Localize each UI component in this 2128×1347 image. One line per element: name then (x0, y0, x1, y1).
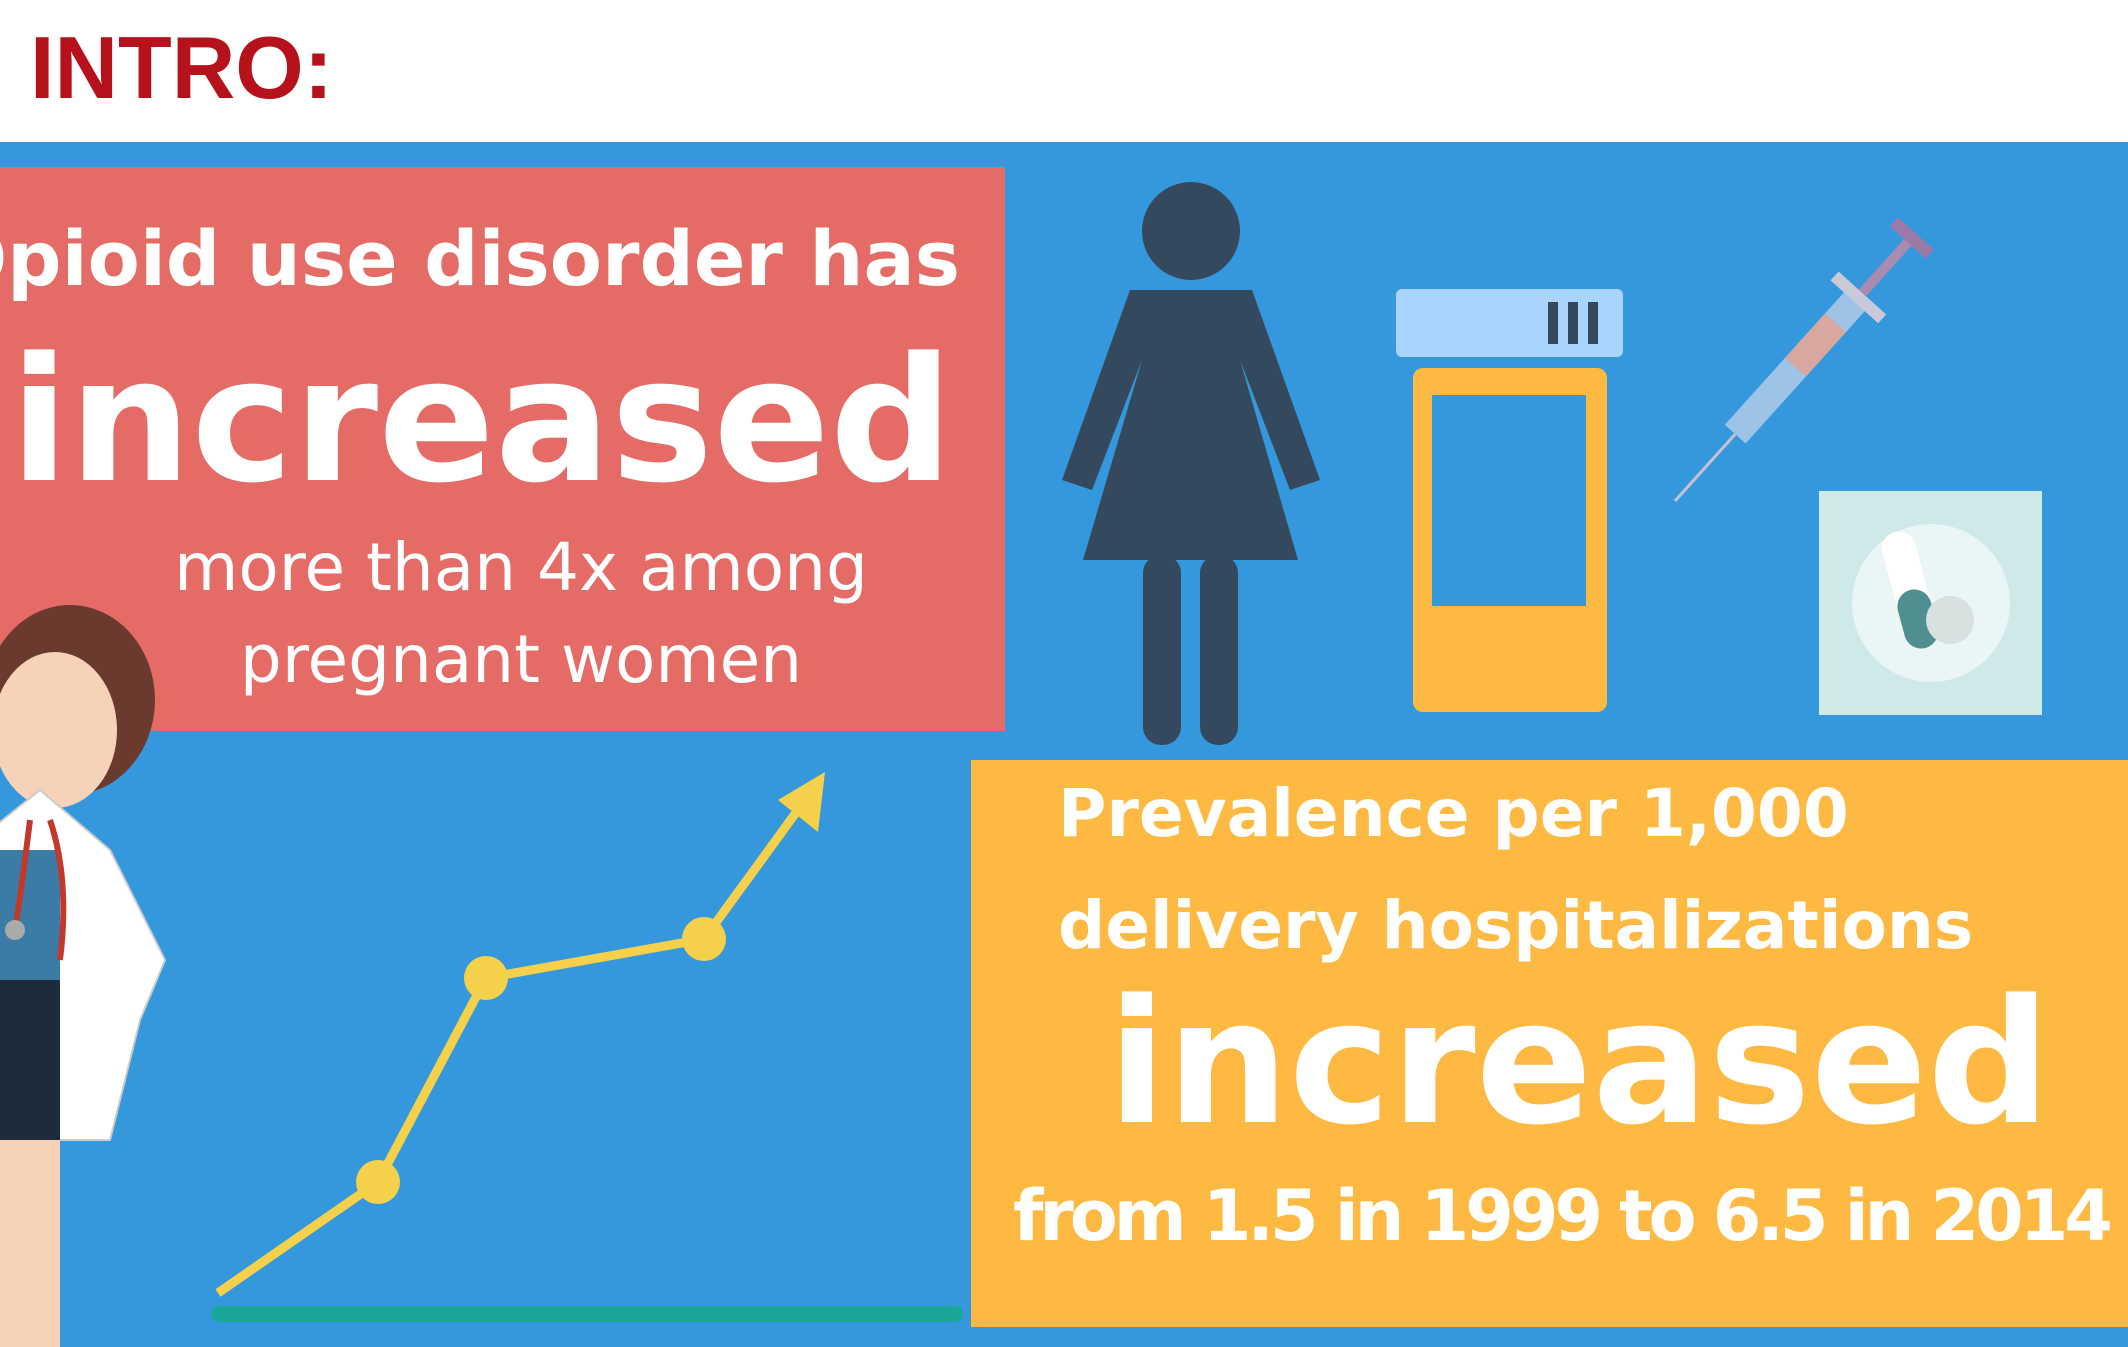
red-panel (0, 167, 1005, 731)
panel-text: Opioid use disorder has (0, 214, 960, 303)
panel-text: pregnant women (240, 621, 802, 698)
woman-icon (1062, 182, 1320, 745)
yellow-panel (971, 760, 2128, 1327)
panel-headline: increased (10, 320, 953, 521)
panel-text: from 1.5 in 1999 to 6.5 in 2014 (1013, 1175, 2113, 1257)
doctor-illustration (0, 605, 167, 1347)
trend-graphic (211, 772, 963, 1322)
panel-text: delivery hospitalizations (1058, 887, 1973, 964)
pill-bottle-icon (1396, 289, 1623, 712)
panel-text: more than 4x among (174, 529, 868, 606)
title: INTRO: (30, 18, 333, 117)
panel-text: Prevalence per 1,000 (1058, 775, 1849, 852)
syringe-icon (1673, 217, 1934, 503)
panel-headline: increased (1107, 962, 2050, 1163)
pill-card-icon (1819, 491, 2042, 715)
